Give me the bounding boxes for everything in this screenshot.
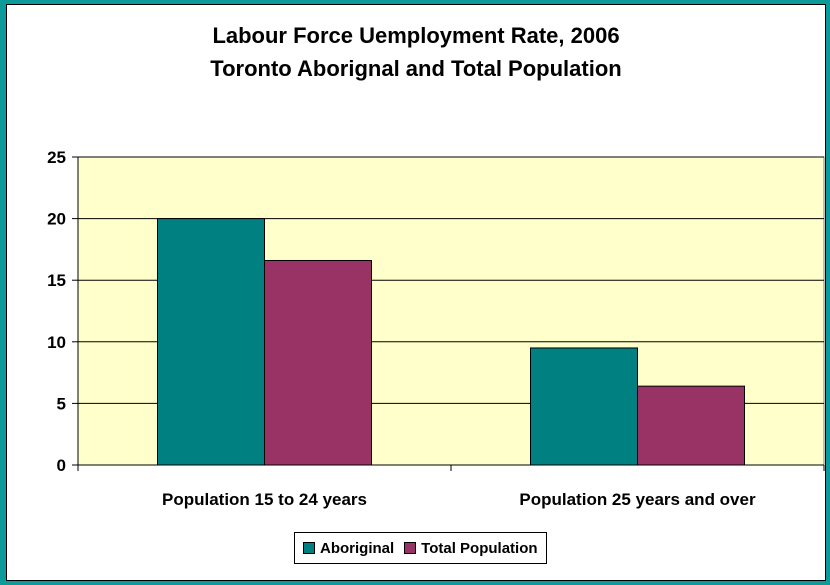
legend-swatch-total-population [404, 542, 417, 554]
y-tick-label-5: 5 [57, 394, 66, 413]
bar-total-population-1 [637, 385, 745, 466]
y-tick-label-20: 20 [47, 210, 66, 229]
bar-total-population-0 [264, 259, 372, 466]
chart-title: Labour Force Uemployment Rate, 2006 [212, 23, 620, 48]
x-category-label-0: Population 15 to 24 years [162, 490, 367, 509]
legend-label-aboriginal: Aboriginal [320, 539, 395, 557]
x-category-label-1: Population 25 years and over [519, 490, 756, 509]
chart-title-block: Labour Force Uemployment Rate, 2006 Toro… [7, 19, 825, 85]
legend: Aboriginal Total Population [294, 532, 547, 564]
y-tick-label-10: 10 [47, 333, 66, 352]
legend-label-total-population: Total Population [421, 539, 538, 557]
bar-aboriginal-0 [157, 218, 265, 466]
bar-aboriginal-1 [530, 347, 638, 466]
chart-subtitle: Toronto Aborignal and Total Population [210, 56, 622, 81]
y-tick-label-25: 25 [47, 148, 66, 167]
y-tick-label-0: 0 [57, 456, 66, 475]
legend-item-total-population: Total Population [404, 539, 538, 557]
y-tick-label-15: 15 [47, 271, 66, 290]
legend-swatch-aboriginal [303, 542, 315, 554]
legend-item-aboriginal: Aboriginal [303, 540, 394, 557]
